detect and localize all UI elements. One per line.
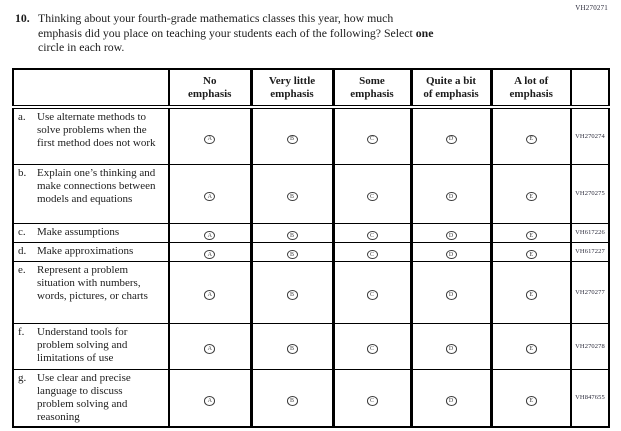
header-some-emphasis: Some emphasis: [331, 68, 411, 109]
option-circle-b[interactable]: B: [286, 191, 298, 202]
option-circle-d[interactable]: D: [445, 396, 457, 406]
option-circle-d[interactable]: D: [445, 344, 457, 354]
header-a-lot-of-emphasis: A lot of emphasis: [489, 68, 571, 109]
option-circle-e[interactable]: E: [525, 344, 537, 354]
option-circle-a[interactable]: A: [204, 230, 216, 241]
option-circle-a[interactable]: A: [204, 290, 216, 300]
option-circle-d[interactable]: D: [445, 134, 457, 144]
option-circle-e[interactable]: E: [525, 230, 537, 241]
row-code: VH270274: [570, 106, 609, 165]
option-circle-b[interactable]: B: [286, 396, 298, 406]
option-circle-e[interactable]: E: [525, 290, 537, 300]
table-row-b: b. Explain one’s thinking and make connec…: [13, 163, 609, 224]
option-circle-d[interactable]: D: [445, 290, 457, 300]
question-number: 10.: [15, 11, 30, 25]
option-circle-c[interactable]: C: [366, 191, 378, 202]
option-circle-d[interactable]: D: [445, 230, 457, 241]
table-row-a: a. Use alternate methods to solve problem…: [13, 106, 609, 165]
header-empty-code: [570, 68, 609, 109]
emphasis-matrix-table: No emphasis Very little emphasis Some empha…: [12, 68, 610, 428]
question-line-2: emphasis did you place on teaching your …: [38, 25, 416, 40]
row-label: g. Use clear and precise language to disc…: [13, 368, 169, 428]
row-label: b. Explain one’s thinking and make connec…: [13, 163, 169, 224]
option-circle-d[interactable]: D: [445, 249, 457, 260]
header-no-emphasis: No emphasis: [168, 68, 251, 109]
option-circle-c[interactable]: C: [366, 230, 378, 241]
header-quite-a-bit-of-emphasis: Quite a bit of emphasis: [409, 68, 491, 109]
option-circle-a[interactable]: A: [204, 134, 216, 144]
row-code: VH270277: [570, 260, 609, 324]
option-circle-b[interactable]: B: [286, 249, 298, 260]
row-label: a. Use alternate methods to solve problem…: [13, 106, 169, 165]
option-circle-c[interactable]: C: [366, 396, 378, 406]
row-code: VH270278: [570, 322, 609, 370]
table-row-c: c. Make assumptions A B C D E VH617226: [13, 222, 609, 243]
option-circle-a[interactable]: A: [204, 344, 216, 354]
header-very-little-emphasis: Very little emphasis: [249, 68, 333, 109]
header-row: No emphasis Very little emphasis Some empha…: [13, 68, 609, 109]
option-circle-c[interactable]: C: [366, 344, 378, 354]
option-circle-a[interactable]: A: [204, 396, 216, 406]
option-circle-b[interactable]: B: [286, 230, 298, 241]
row-code: VH617226: [570, 222, 609, 243]
option-circle-b[interactable]: B: [286, 290, 298, 300]
option-circle-b[interactable]: B: [286, 134, 298, 144]
option-circle-e[interactable]: E: [525, 191, 537, 202]
option-circle-d[interactable]: D: [445, 191, 457, 202]
option-circle-e[interactable]: E: [525, 134, 537, 144]
row-label: c. Make assumptions: [13, 222, 169, 243]
table-row-e: e. Represent a problem situation with num…: [13, 260, 609, 324]
table-row-d: d. Make approximations A B C D E VH617227: [13, 241, 609, 262]
row-code: VH847655: [570, 368, 609, 428]
question-line-3: circle in each row.: [38, 40, 125, 54]
row-label: e. Represent a problem situation with num…: [13, 260, 169, 324]
option-circle-c[interactable]: C: [366, 134, 378, 144]
option-circle-c[interactable]: C: [366, 249, 378, 260]
question-line-1: Thinking about your fourth-grade mathema…: [38, 11, 394, 25]
option-circle-c[interactable]: C: [366, 290, 378, 300]
row-label: f. Understand tools for problem solving a…: [13, 322, 169, 370]
row-code: VH270275: [570, 163, 609, 224]
table-row-g: g. Use clear and precise language to disc…: [13, 368, 609, 428]
option-circle-e[interactable]: E: [525, 396, 537, 406]
question-text: Thinking about your fourth-grade mathema…: [38, 11, 433, 55]
option-circle-e[interactable]: E: [525, 249, 537, 260]
option-circle-a[interactable]: A: [204, 249, 216, 260]
table-row-f: f. Understand tools for problem solving a…: [13, 322, 609, 370]
header-empty-label: [13, 68, 169, 109]
question-bold-word: one: [415, 25, 434, 40]
option-circle-a[interactable]: A: [204, 191, 216, 202]
row-label: d. Make approximations: [13, 241, 169, 262]
form-code: VH270271: [575, 4, 608, 12]
question-block: 10. Thinking about your fourth-grade mat…: [15, 11, 595, 55]
row-code: VH617227: [570, 241, 609, 262]
option-circle-b[interactable]: B: [286, 344, 298, 354]
